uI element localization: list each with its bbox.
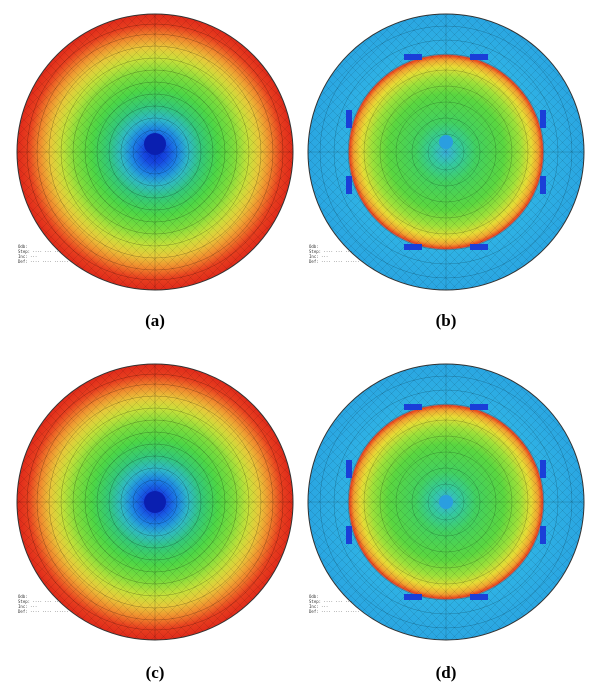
legend-note-b: Odb: Step: ···· ··· ··· Inc: ··· Def: ··… [309, 244, 360, 264]
contour-plot-c [16, 363, 294, 641]
legend-note-d: Odb: Step: ···· ··· ··· Inc: ··· Def: ··… [309, 594, 360, 614]
contour-plot-b [307, 13, 585, 291]
caption-d: (d) [435, 663, 457, 682]
panel-a: Odb: Step: ···· ··· ··· Inc: ··· Def: ··… [15, 12, 295, 292]
legend-note-c: Odb: Step: ···· ··· ··· Inc: ··· Def: ··… [18, 594, 69, 614]
caption-b: (b) [435, 311, 457, 330]
legend-note-a: Odb: Step: ···· ··· ··· Inc: ··· Def: ··… [18, 244, 69, 264]
caption-c: (c) [145, 663, 165, 682]
contour-plot-d [307, 363, 585, 641]
contour-plot-a [16, 13, 294, 291]
caption-a: (a) [145, 311, 165, 330]
panel-d: Odb: Step: ···· ··· ··· Inc: ··· Def: ··… [306, 362, 586, 642]
panel-b: Odb: Step: ···· ··· ··· Inc: ··· Def: ··… [306, 12, 586, 292]
panel-c: Odb: Step: ···· ··· ··· Inc: ··· Def: ··… [15, 362, 295, 642]
